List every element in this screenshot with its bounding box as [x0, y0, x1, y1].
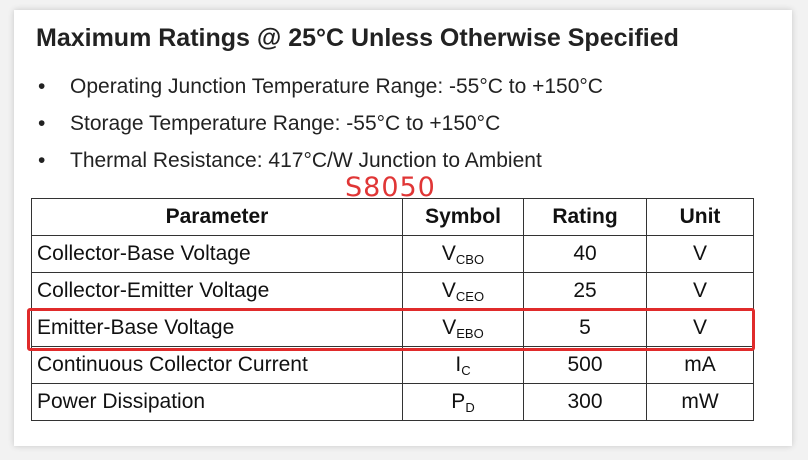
cell-unit: V: [646, 235, 754, 273]
bullet-list: • Operating Junction Temperature Range: -…: [38, 74, 603, 185]
cell-symbol: VCEO: [402, 272, 524, 310]
table-row: Collector-Emitter Voltage VCEO 25 V: [31, 272, 754, 310]
header-symbol: Symbol: [402, 198, 524, 236]
bullet-icon: •: [38, 149, 46, 172]
cell-parameter: Power Dissipation: [31, 383, 403, 421]
part-number-annotation: S8050: [345, 172, 436, 203]
cell-symbol: VCBO: [402, 235, 524, 273]
bullet-icon: •: [38, 75, 46, 98]
datasheet-card: Maximum Ratings @ 25°C Unless Otherwise …: [14, 10, 792, 446]
bullet-item: • Storage Temperature Range: -55°C to +15…: [38, 111, 603, 148]
bullet-text: Operating Junction Temperature Range: -5…: [70, 75, 603, 98]
cell-rating: 25: [523, 272, 647, 310]
cell-symbol: PD: [402, 383, 524, 421]
bullet-item: • Operating Junction Temperature Range: -…: [38, 74, 603, 111]
table-row: Continuous Collector Current IC 500 mA: [31, 346, 754, 384]
header-rating: Rating: [523, 198, 647, 236]
cell-parameter: Emitter-Base Voltage: [31, 309, 403, 347]
ratings-table: Parameter Symbol Rating Unit Collector-B…: [31, 198, 754, 421]
cell-symbol: VEBO: [402, 309, 524, 347]
cell-unit: mA: [646, 346, 754, 384]
cell-rating: 40: [523, 235, 647, 273]
cell-parameter: Collector-Base Voltage: [31, 235, 403, 273]
section-title: Maximum Ratings @ 25°C Unless Otherwise …: [36, 24, 679, 52]
cell-rating: 500: [523, 346, 647, 384]
bullet-item: • Thermal Resistance: 417°C/W Junction to…: [38, 148, 603, 185]
cell-parameter: Continuous Collector Current: [31, 346, 403, 384]
bullet-text: Storage Temperature Range: -55°C to +150…: [70, 112, 501, 135]
bullet-text: Thermal Resistance: 417°C/W Junction to …: [70, 149, 542, 172]
table-header-row: Parameter Symbol Rating Unit: [31, 198, 754, 236]
cell-unit: V: [646, 272, 754, 310]
bullet-icon: •: [38, 112, 46, 135]
header-unit: Unit: [646, 198, 754, 236]
table-row: Collector-Base Voltage VCBO 40 V: [31, 235, 754, 273]
cell-symbol: IC: [402, 346, 524, 384]
cell-parameter: Collector-Emitter Voltage: [31, 272, 403, 310]
cell-rating: 300: [523, 383, 647, 421]
header-parameter: Parameter: [31, 198, 403, 236]
cell-rating: 5: [523, 309, 647, 347]
table-row: Power Dissipation PD 300 mW: [31, 383, 754, 421]
cell-unit: mW: [646, 383, 754, 421]
table-row: Emitter-Base Voltage VEBO 5 V: [31, 309, 754, 347]
cell-unit: V: [646, 309, 754, 347]
